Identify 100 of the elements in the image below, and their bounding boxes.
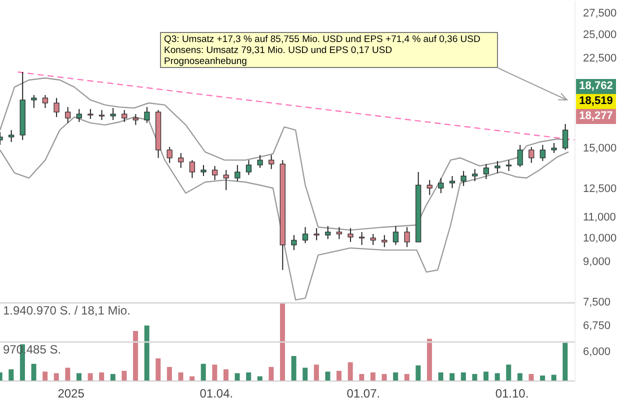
candlestick — [223, 170, 229, 191]
candlestick — [246, 160, 252, 176]
bar — [393, 372, 398, 381]
bar — [110, 374, 116, 381]
candlestick — [551, 142, 557, 154]
bar — [223, 369, 228, 381]
candlestick — [382, 234, 388, 248]
candlestick — [483, 164, 489, 180]
candlestick — [438, 178, 444, 194]
annotation: Q3: Umsatz +17,3 % auf 85,755 Mio. USD und EPS +71,4 % auf 0,36 USD Konsens: Umsatz 79,31 Mio. USD und EPS 0,17 USD Prognoseanhebung — [160, 32, 498, 68]
y-tick-label: 6,750 — [583, 320, 611, 332]
candlestick — [314, 228, 320, 241]
bar — [156, 358, 161, 381]
bar — [54, 373, 59, 381]
bar — [212, 364, 218, 381]
x-tick-label: 01.10. — [495, 386, 529, 399]
bar — [359, 374, 364, 381]
x-tick-label: 01.04. — [200, 386, 234, 399]
candlestick — [166, 146, 172, 164]
candlestick — [31, 94, 37, 109]
candlestick — [132, 114, 138, 126]
candlestick — [268, 154, 274, 170]
bar — [42, 372, 48, 381]
bar — [460, 372, 466, 381]
bar — [325, 372, 330, 381]
candlestick — [348, 228, 354, 242]
y-tick-label: 11,000 — [583, 211, 616, 224]
candlestick — [200, 164, 206, 176]
candlestick — [257, 154, 263, 168]
bar — [484, 372, 489, 381]
bar — [404, 374, 410, 381]
x-tick-label: 2025 — [58, 386, 85, 399]
bar — [31, 364, 36, 381]
bar — [348, 362, 353, 381]
bar — [8, 369, 14, 381]
text: 18,277 — [576, 109, 616, 124]
bar — [88, 373, 93, 381]
ref-line-label: 1.940.970 S. / 18,1 Mio. — [3, 303, 130, 318]
bar — [426, 338, 432, 381]
bar — [382, 374, 387, 381]
candlestick — [494, 160, 500, 174]
candlestick — [302, 226, 308, 244]
y-tick-label: 22,500 — [583, 52, 617, 64]
candlestick — [122, 110, 128, 122]
bar — [133, 331, 138, 381]
candlestick — [42, 94, 48, 109]
candlestick — [449, 176, 456, 189]
bar — [450, 373, 455, 381]
bar — [506, 364, 512, 381]
candlestick — [76, 108, 82, 122]
candlestick — [472, 168, 478, 182]
y-tick-label: 12,500 — [583, 183, 617, 196]
candlestick — [178, 152, 184, 168]
candlestick — [54, 97, 60, 118]
bar — [494, 373, 500, 381]
candlestick — [506, 160, 512, 172]
bar — [76, 373, 82, 381]
bar — [438, 372, 444, 381]
candlestick — [562, 123, 568, 150]
bar — [166, 366, 172, 381]
x-tick-label: 01.07. — [346, 386, 380, 399]
bar — [280, 302, 285, 381]
bar — [200, 364, 206, 381]
bar — [314, 364, 319, 381]
bar — [416, 365, 421, 381]
y-tick-label: 25,000 — [583, 28, 617, 41]
bar — [122, 370, 127, 381]
y-tick-label: 27,500 — [583, 8, 617, 20]
y-tick-label: 15,000 — [583, 142, 617, 154]
candlestick — [65, 106, 71, 124]
candlestick — [528, 146, 534, 164]
bar — [562, 342, 568, 381]
candlestick — [359, 232, 365, 246]
bar — [517, 373, 522, 381]
bar — [540, 376, 546, 381]
candlestick — [460, 170, 466, 186]
y-tick-label: 7,500 — [583, 296, 611, 309]
candlestick — [325, 226, 331, 240]
bar — [246, 372, 252, 381]
bar — [302, 368, 308, 381]
bar — [65, 368, 70, 381]
candlestick — [540, 144, 546, 162]
candlestick — [110, 108, 116, 121]
bar — [99, 372, 104, 381]
candlestick — [8, 130, 14, 143]
candlestick — [98, 110, 105, 121]
y-tick-label: 6,000 — [583, 346, 611, 358]
bar — [336, 370, 342, 381]
bar — [291, 356, 296, 381]
candlestick — [144, 106, 150, 124]
y-tick-label: 9,000 — [583, 256, 611, 268]
candlestick — [426, 180, 432, 196]
candlestick — [370, 233, 376, 246]
candlestick — [212, 165, 218, 181]
bar — [472, 374, 478, 381]
bar — [528, 374, 534, 381]
bar — [268, 366, 274, 381]
text: 18,762 — [576, 79, 616, 94]
candlestick — [189, 160, 196, 179]
candlestick — [234, 164, 240, 182]
